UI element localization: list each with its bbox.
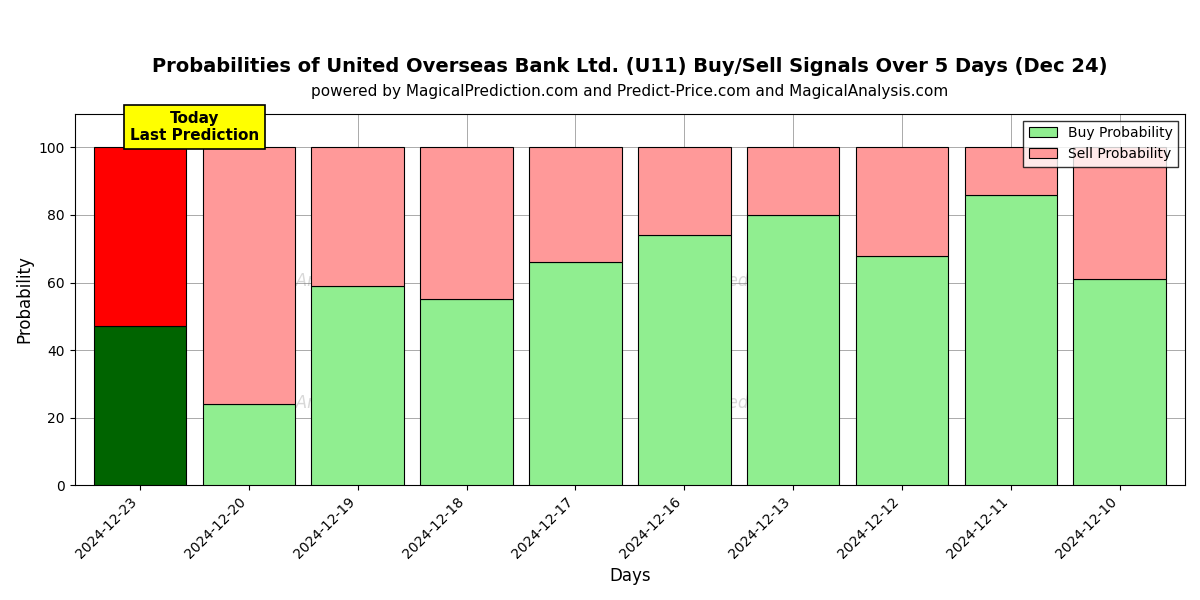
- Bar: [856, 256, 948, 485]
- Bar: [746, 215, 839, 485]
- Bar: [638, 148, 731, 235]
- Text: MagicalAnalysis.com: MagicalAnalysis.com: [233, 272, 406, 290]
- Title: Probabilities of United Overseas Bank Ltd. (U11) Buy/Sell Signals Over 5 Days (D: Probabilities of United Overseas Bank Lt…: [152, 57, 1108, 76]
- Bar: [965, 148, 1057, 195]
- Bar: [420, 148, 512, 299]
- Text: MagicalAnalysis.com: MagicalAnalysis.com: [233, 394, 406, 412]
- Text: MagicalPrediction.com: MagicalPrediction.com: [647, 394, 835, 412]
- Bar: [529, 148, 622, 262]
- Bar: [965, 195, 1057, 485]
- Bar: [203, 148, 295, 404]
- Legend: Buy Probability, Sell Probability: Buy Probability, Sell Probability: [1024, 121, 1178, 167]
- Bar: [529, 262, 622, 485]
- Y-axis label: Probability: Probability: [16, 256, 34, 343]
- X-axis label: Days: Days: [610, 567, 650, 585]
- Bar: [638, 235, 731, 485]
- Bar: [1074, 148, 1166, 279]
- Text: powered by MagicalPrediction.com and Predict-Price.com and MagicalAnalysis.com: powered by MagicalPrediction.com and Pre…: [311, 84, 948, 99]
- Text: MagicalPrediction.com: MagicalPrediction.com: [647, 272, 835, 290]
- Bar: [94, 148, 186, 326]
- Bar: [203, 404, 295, 485]
- Text: Today
Last Prediction: Today Last Prediction: [130, 111, 259, 143]
- Bar: [420, 299, 512, 485]
- Bar: [1074, 279, 1166, 485]
- Bar: [312, 286, 404, 485]
- Bar: [312, 148, 404, 286]
- Bar: [746, 148, 839, 215]
- Bar: [856, 148, 948, 256]
- Bar: [94, 326, 186, 485]
